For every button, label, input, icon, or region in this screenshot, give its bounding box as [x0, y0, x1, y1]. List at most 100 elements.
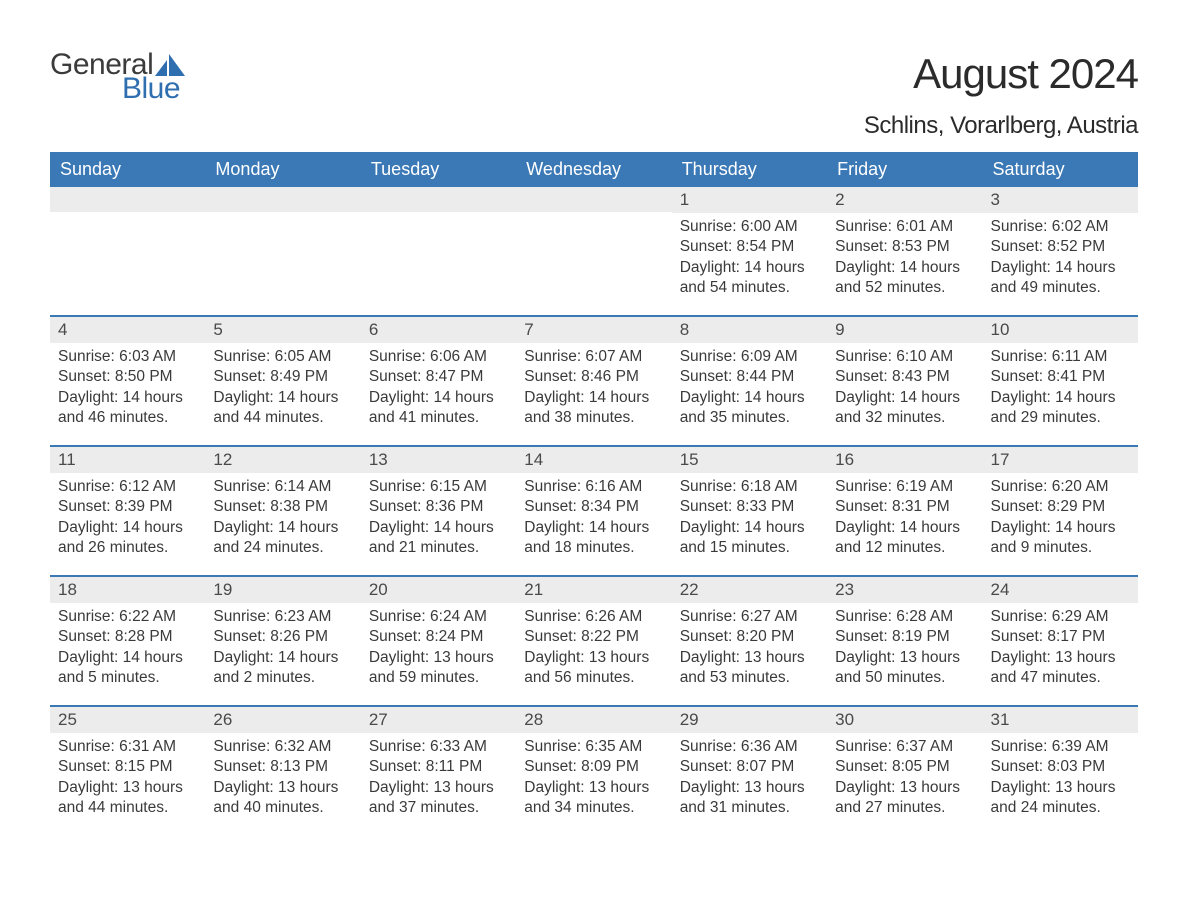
day-cell: 29Sunrise: 6:36 AMSunset: 8:07 PMDayligh…: [672, 707, 827, 835]
daylight-text: Daylight: 14 hours and 9 minutes.: [991, 518, 1130, 559]
date-number: 10: [983, 317, 1138, 343]
daylight-text: Daylight: 14 hours and 49 minutes.: [991, 258, 1130, 299]
sunset-text: Sunset: 8:38 PM: [213, 497, 352, 517]
day-cell: 24Sunrise: 6:29 AMSunset: 8:17 PMDayligh…: [983, 577, 1138, 705]
sunrise-text: Sunrise: 6:01 AM: [835, 217, 974, 237]
sunrise-text: Sunrise: 6:03 AM: [58, 347, 197, 367]
date-number: 17: [983, 447, 1138, 473]
day-info: Sunrise: 6:10 AMSunset: 8:43 PMDaylight:…: [827, 343, 982, 437]
day-cell: 31Sunrise: 6:39 AMSunset: 8:03 PMDayligh…: [983, 707, 1138, 835]
day-info: Sunrise: 6:00 AMSunset: 8:54 PMDaylight:…: [672, 213, 827, 307]
day-info: Sunrise: 6:22 AMSunset: 8:28 PMDaylight:…: [50, 603, 205, 697]
daylight-text: Daylight: 13 hours and 34 minutes.: [524, 778, 663, 819]
day-cell: 8Sunrise: 6:09 AMSunset: 8:44 PMDaylight…: [672, 317, 827, 445]
date-number: 1: [672, 187, 827, 213]
weekday: Wednesday: [516, 152, 671, 187]
day-info: Sunrise: 6:07 AMSunset: 8:46 PMDaylight:…: [516, 343, 671, 437]
daylight-text: Daylight: 14 hours and 12 minutes.: [835, 518, 974, 559]
sunset-text: Sunset: 8:46 PM: [524, 367, 663, 387]
date-number: 11: [50, 447, 205, 473]
sunset-text: Sunset: 8:07 PM: [680, 757, 819, 777]
day-info: Sunrise: 6:37 AMSunset: 8:05 PMDaylight:…: [827, 733, 982, 827]
sunrise-text: Sunrise: 6:02 AM: [991, 217, 1130, 237]
day-cell: 14Sunrise: 6:16 AMSunset: 8:34 PMDayligh…: [516, 447, 671, 575]
sunrise-text: Sunrise: 6:23 AM: [213, 607, 352, 627]
sunrise-text: Sunrise: 6:16 AM: [524, 477, 663, 497]
date-number: [205, 187, 360, 212]
date-number: 6: [361, 317, 516, 343]
date-number: 23: [827, 577, 982, 603]
sunset-text: Sunset: 8:50 PM: [58, 367, 197, 387]
sunrise-text: Sunrise: 6:20 AM: [991, 477, 1130, 497]
daylight-text: Daylight: 14 hours and 44 minutes.: [213, 388, 352, 429]
sunset-text: Sunset: 8:41 PM: [991, 367, 1130, 387]
daylight-text: Daylight: 13 hours and 53 minutes.: [680, 648, 819, 689]
day-info: Sunrise: 6:32 AMSunset: 8:13 PMDaylight:…: [205, 733, 360, 827]
title-block: August 2024 Schlins, Vorarlberg, Austria: [864, 50, 1138, 140]
date-number: 3: [983, 187, 1138, 213]
sunset-text: Sunset: 8:13 PM: [213, 757, 352, 777]
day-cell: 26Sunrise: 6:32 AMSunset: 8:13 PMDayligh…: [205, 707, 360, 835]
day-cell: 16Sunrise: 6:19 AMSunset: 8:31 PMDayligh…: [827, 447, 982, 575]
date-number: [50, 187, 205, 212]
week-row: 25Sunrise: 6:31 AMSunset: 8:15 PMDayligh…: [50, 705, 1138, 835]
weekday: Friday: [827, 152, 982, 187]
day-cell: 4 Sunrise: 6:03 AMSunset: 8:50 PMDaylight…: [50, 317, 205, 445]
daylight-text: Daylight: 13 hours and 59 minutes.: [369, 648, 508, 689]
sunrise-text: Sunrise: 6:12 AM: [58, 477, 197, 497]
day-info: Sunrise: 6:01 AMSunset: 8:53 PMDaylight:…: [827, 213, 982, 307]
date-number: [516, 187, 671, 212]
daylight-text: Daylight: 14 hours and 46 minutes.: [58, 388, 197, 429]
sunset-text: Sunset: 8:52 PM: [991, 237, 1130, 257]
day-info: Sunrise: 6:31 AMSunset: 8:15 PMDaylight:…: [50, 733, 205, 827]
page-title: August 2024: [864, 50, 1138, 98]
date-number: 21: [516, 577, 671, 603]
day-info: Sunrise: 6:39 AMSunset: 8:03 PMDaylight:…: [983, 733, 1138, 827]
day-info: Sunrise: 6:14 AMSunset: 8:38 PMDaylight:…: [205, 473, 360, 567]
date-number: 15: [672, 447, 827, 473]
day-info: Sunrise: 6:09 AMSunset: 8:44 PMDaylight:…: [672, 343, 827, 437]
date-number: 12: [205, 447, 360, 473]
day-cell: 25Sunrise: 6:31 AMSunset: 8:15 PMDayligh…: [50, 707, 205, 835]
day-info: Sunrise: 6:26 AMSunset: 8:22 PMDaylight:…: [516, 603, 671, 697]
sunset-text: Sunset: 8:19 PM: [835, 627, 974, 647]
sunrise-text: Sunrise: 6:06 AM: [369, 347, 508, 367]
location: Schlins, Vorarlberg, Austria: [864, 112, 1138, 140]
sunset-text: Sunset: 8:44 PM: [680, 367, 819, 387]
day-info: Sunrise: 6:29 AMSunset: 8:17 PMDaylight:…: [983, 603, 1138, 697]
daylight-text: Daylight: 13 hours and 27 minutes.: [835, 778, 974, 819]
date-number: 9: [827, 317, 982, 343]
sunset-text: Sunset: 8:24 PM: [369, 627, 508, 647]
sunrise-text: Sunrise: 6:39 AM: [991, 737, 1130, 757]
date-number: 13: [361, 447, 516, 473]
sunset-text: Sunset: 8:33 PM: [680, 497, 819, 517]
day-cell: [50, 187, 205, 315]
daylight-text: Daylight: 14 hours and 21 minutes.: [369, 518, 508, 559]
day-cell: 5Sunrise: 6:05 AMSunset: 8:49 PMDaylight…: [205, 317, 360, 445]
date-number: 4: [50, 317, 205, 343]
day-info: Sunrise: 6:35 AMSunset: 8:09 PMDaylight:…: [516, 733, 671, 827]
date-number: 26: [205, 707, 360, 733]
weekday: Tuesday: [361, 152, 516, 187]
day-cell: 17Sunrise: 6:20 AMSunset: 8:29 PMDayligh…: [983, 447, 1138, 575]
day-cell: 28Sunrise: 6:35 AMSunset: 8:09 PMDayligh…: [516, 707, 671, 835]
week-row: 1Sunrise: 6:00 AMSunset: 8:54 PMDaylight…: [50, 187, 1138, 315]
day-info: Sunrise: 6:06 AMSunset: 8:47 PMDaylight:…: [361, 343, 516, 437]
sunrise-text: Sunrise: 6:09 AM: [680, 347, 819, 367]
weekday-header: Sunday Monday Tuesday Wednesday Thursday…: [50, 152, 1138, 187]
daylight-text: Daylight: 14 hours and 15 minutes.: [680, 518, 819, 559]
daylight-text: Daylight: 13 hours and 24 minutes.: [991, 778, 1130, 819]
date-number: 25: [50, 707, 205, 733]
sunset-text: Sunset: 8:53 PM: [835, 237, 974, 257]
daylight-text: Daylight: 13 hours and 31 minutes.: [680, 778, 819, 819]
day-cell: [205, 187, 360, 315]
daylight-text: Daylight: 13 hours and 40 minutes.: [213, 778, 352, 819]
daylight-text: Daylight: 14 hours and 54 minutes.: [680, 258, 819, 299]
daylight-text: Daylight: 14 hours and 29 minutes.: [991, 388, 1130, 429]
daylight-text: Daylight: 13 hours and 44 minutes.: [58, 778, 197, 819]
daylight-text: Daylight: 13 hours and 47 minutes.: [991, 648, 1130, 689]
sunrise-text: Sunrise: 6:07 AM: [524, 347, 663, 367]
date-number: 31: [983, 707, 1138, 733]
daylight-text: Daylight: 14 hours and 2 minutes.: [213, 648, 352, 689]
sunset-text: Sunset: 8:15 PM: [58, 757, 197, 777]
